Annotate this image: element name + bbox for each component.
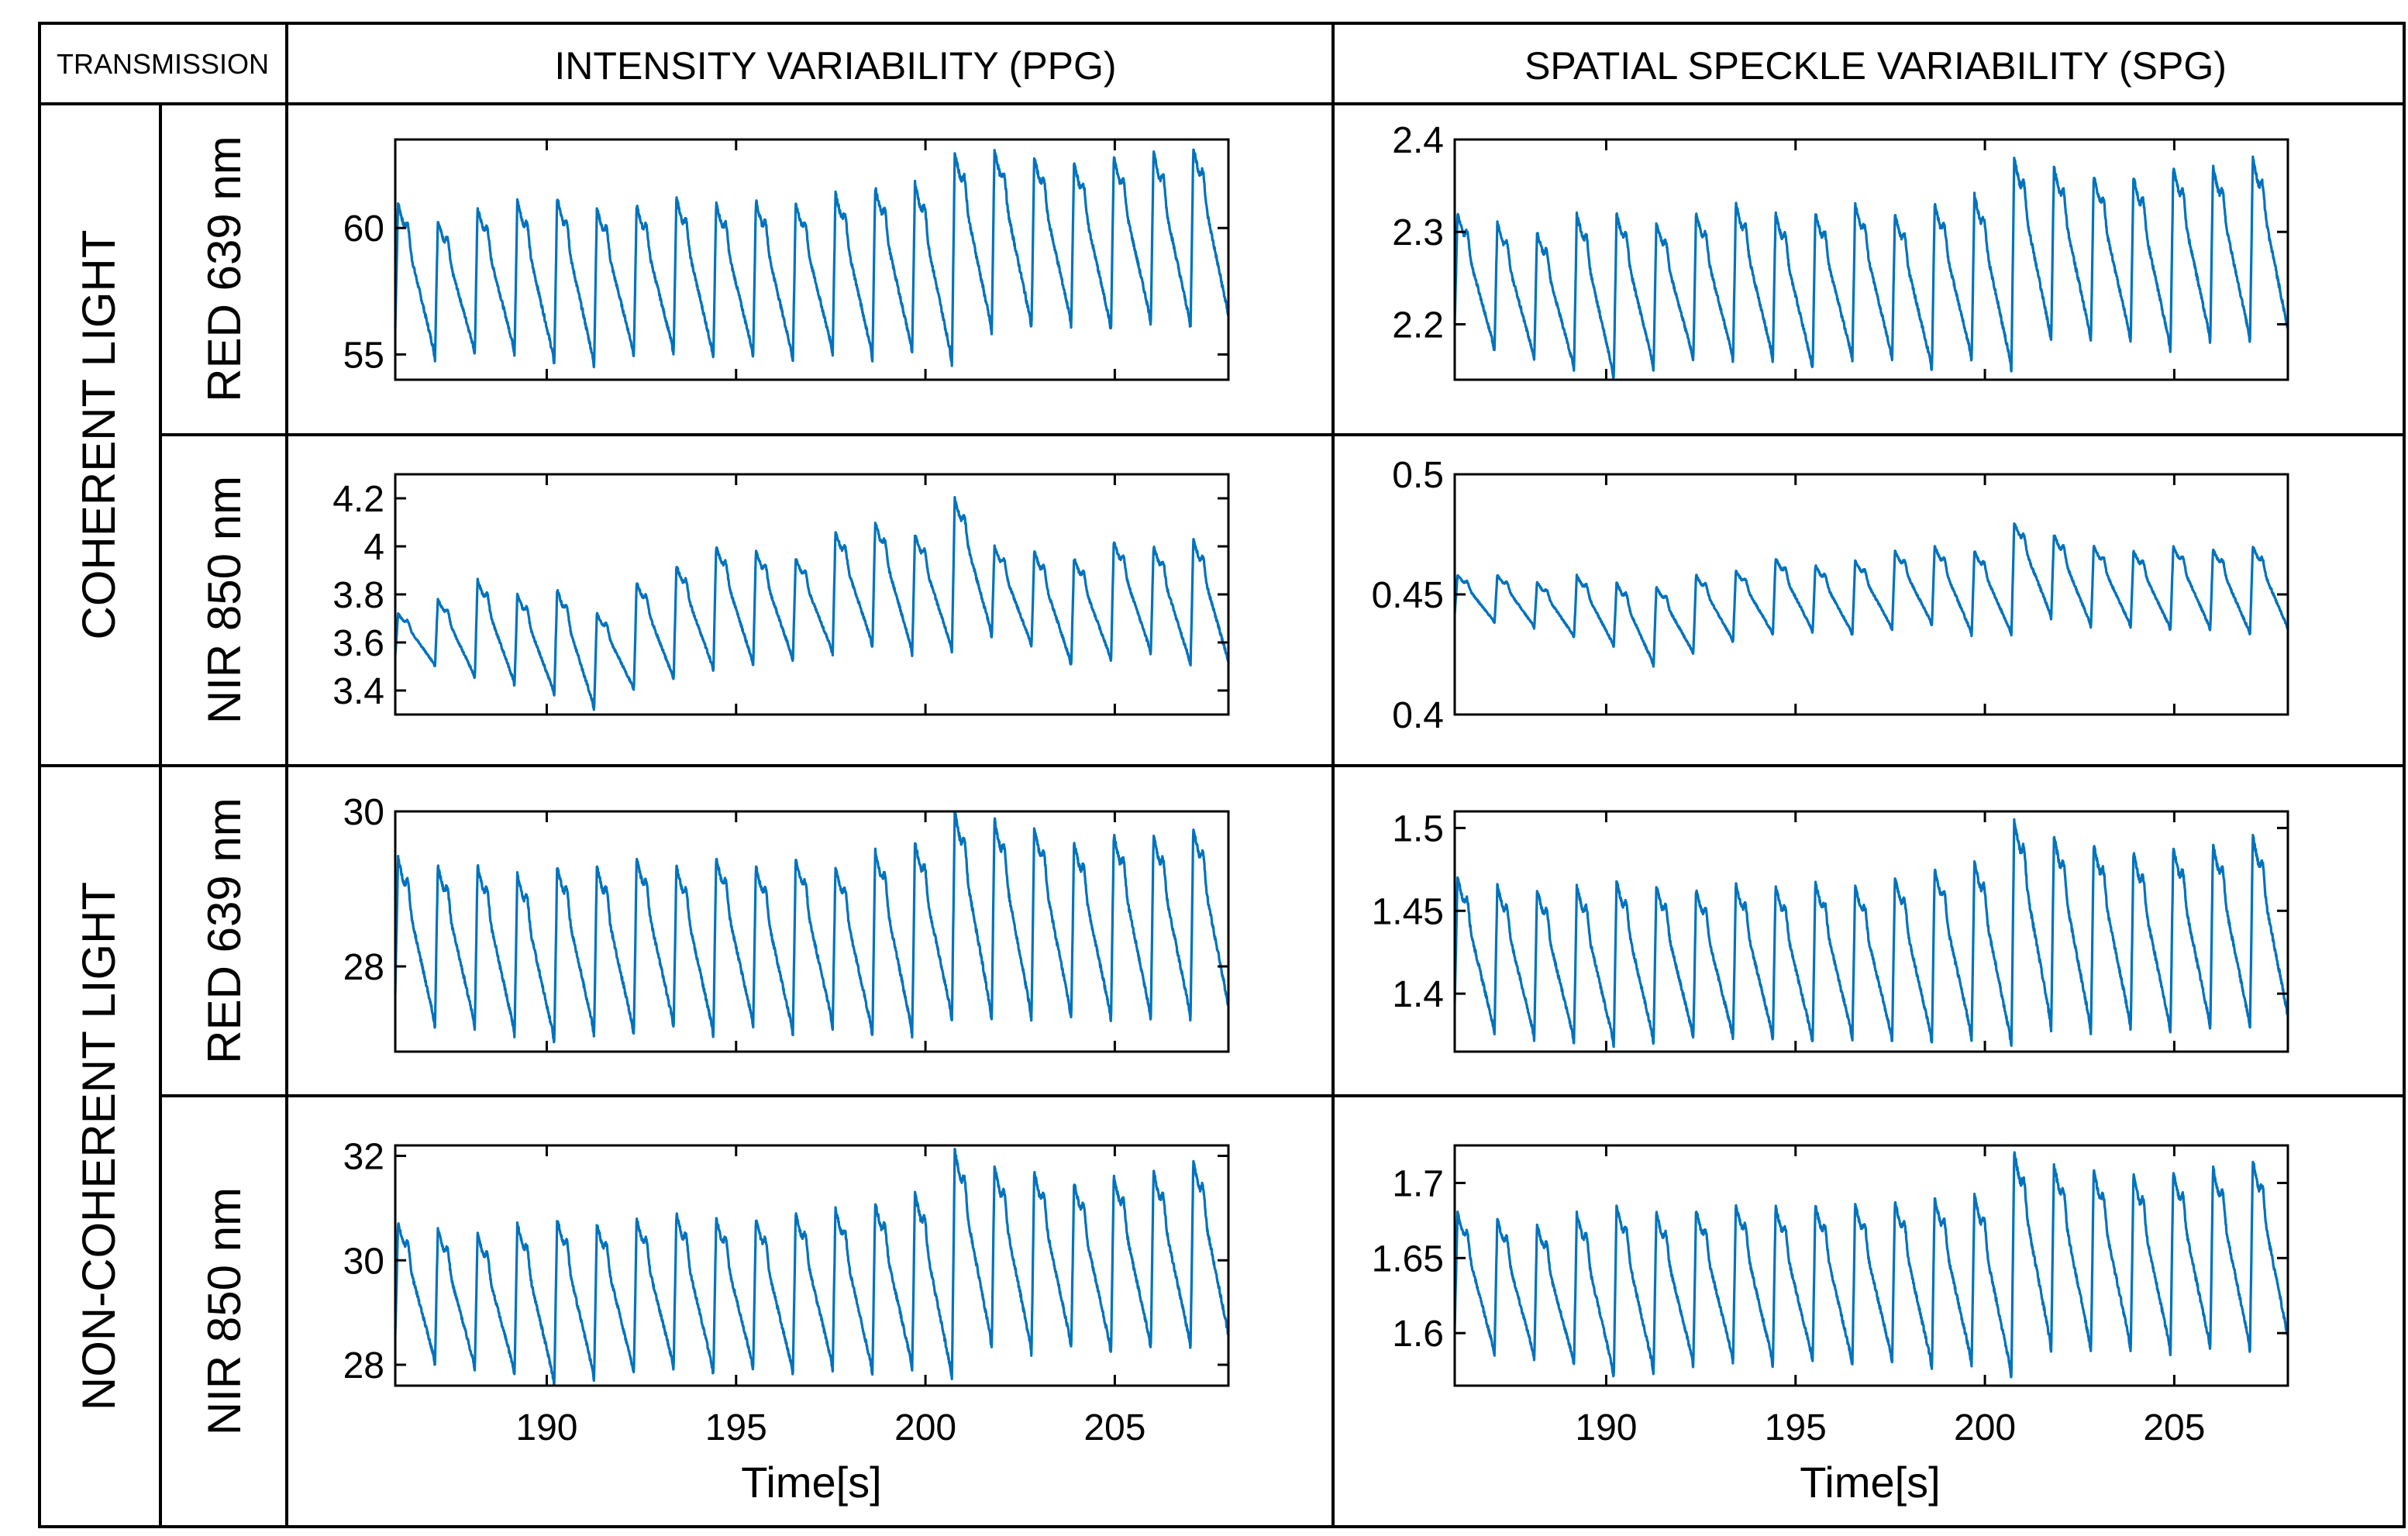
- plot-frame: [394, 138, 1230, 381]
- column-title-spg: SPATIAL SPECKLE VARIABILITY (SPG): [1524, 44, 2227, 88]
- series-line-ppg-coherent-red: [394, 148, 1230, 369]
- series-line-spg-coherent-red: [1453, 155, 2289, 380]
- plot-frame: [394, 473, 1230, 716]
- table-border: [38, 22, 2406, 1528]
- chart-ppg-noncoherent-red: 28 30: [343, 792, 1230, 1053]
- x-axis-label-ppg: Time[s]: [741, 1458, 881, 1507]
- y-tick-label: 30: [343, 1241, 384, 1282]
- chart-spg-noncoherent-nir: 1.6 1.65 1.7 190 195 200 205: [1372, 1144, 2289, 1448]
- plot-frame: [394, 810, 1230, 1053]
- x-tick-label: 205: [2143, 1407, 2205, 1448]
- y-tick-label: 1.45: [1372, 891, 1444, 932]
- chart-panels: 55 60 2.2 2.3 2.4 3.4 3.6 3.8 4 4.2 0.4 0.45 0.5 28 30…: [332, 120, 2289, 1448]
- chart-ppg-coherent-nir: 3.4 3.6 3.8 4 4.2: [332, 473, 1230, 716]
- y-tick-label: 0.4: [1392, 695, 1444, 736]
- y-tick-label: 1.6: [1392, 1314, 1444, 1355]
- y-tick-label: 1.7: [1392, 1163, 1444, 1204]
- x-tick-label: 200: [1954, 1407, 2016, 1448]
- plot-frame: [1453, 473, 2289, 716]
- plot-frame: [1453, 1144, 2289, 1387]
- x-tick-label: 195: [1765, 1407, 1827, 1448]
- y-tick-label: 2.2: [1392, 305, 1444, 346]
- series-line-spg-noncoherent-red: [1453, 818, 2289, 1049]
- column-title-ppg: INTENSITY VARIABILITY (PPG): [554, 44, 1116, 88]
- series-line-spg-coherent-nir: [1453, 522, 2289, 668]
- x-tick-label: 190: [515, 1407, 577, 1448]
- series-line-ppg-coherent-nir: [394, 495, 1230, 711]
- chart-spg-coherent-nir: 0.4 0.45 0.5: [1372, 455, 2289, 736]
- group-label-non-coherent: NON-COHERENT LIGHT: [73, 882, 125, 1410]
- y-tick-label: 1.4: [1392, 974, 1444, 1015]
- y-tick-label: 0.5: [1392, 455, 1444, 496]
- chart-ppg-noncoherent-nir: 28 30 32 190 195 200 205: [343, 1136, 1230, 1448]
- chart-spg-coherent-red: 2.2 2.3 2.4: [1392, 120, 2289, 381]
- row-label-coherent-nir: NIR 850 nm: [198, 476, 250, 724]
- x-tick-label: 195: [705, 1407, 767, 1448]
- y-tick-label: 0.45: [1372, 575, 1444, 616]
- y-tick-label: 32: [343, 1136, 384, 1177]
- table-grid: [38, 22, 2406, 1528]
- y-tick-label: 28: [343, 947, 384, 988]
- y-tick-label: 3.4: [332, 671, 384, 712]
- y-tick-label: 55: [343, 335, 384, 376]
- y-tick-label: 28: [343, 1345, 384, 1386]
- plot-frame: [1453, 810, 2289, 1053]
- corner-label: TRANSMISSION: [57, 48, 269, 80]
- x-tick-label: 205: [1083, 1407, 1145, 1448]
- y-tick-label: 3.6: [332, 623, 384, 664]
- y-tick-label: 2.3: [1392, 212, 1444, 253]
- y-tick-label: 60: [343, 208, 384, 250]
- series-line-ppg-noncoherent-red: [394, 811, 1230, 1044]
- y-tick-label: 4: [363, 527, 384, 568]
- y-tick-label: 2.4: [1392, 120, 1444, 161]
- x-axis-label-spg: Time[s]: [1800, 1458, 1940, 1507]
- y-tick-label: 4.2: [332, 479, 384, 520]
- row-label-non-coherent-red: RED 639 nm: [198, 797, 250, 1063]
- x-tick-label: 200: [894, 1407, 956, 1448]
- chart-ppg-coherent-red: 55 60: [343, 138, 1230, 381]
- y-tick-label: 30: [343, 792, 384, 833]
- series-line-spg-noncoherent-nir: [1453, 1151, 2289, 1379]
- plot-frame: [394, 1144, 1230, 1387]
- row-label-coherent-red: RED 639 nm: [198, 136, 250, 401]
- series-line-ppg-noncoherent-nir: [394, 1147, 1230, 1386]
- y-tick-label: 1.5: [1392, 808, 1444, 849]
- group-label-coherent: COHERENT LIGHT: [73, 230, 125, 640]
- row-label-non-coherent-nir: NIR 850 nm: [198, 1187, 250, 1435]
- x-tick-label: 190: [1575, 1407, 1637, 1448]
- chart-spg-noncoherent-red: 1.4 1.45 1.5: [1372, 808, 2289, 1053]
- y-tick-label: 3.8: [332, 575, 384, 616]
- plot-frame: [1453, 138, 2289, 381]
- y-tick-label: 1.65: [1372, 1238, 1444, 1279]
